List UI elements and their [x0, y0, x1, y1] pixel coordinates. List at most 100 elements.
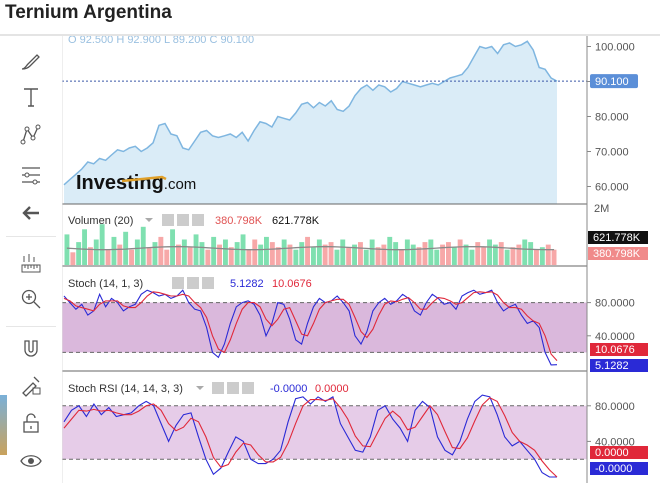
- volume-bar: [440, 244, 445, 265]
- volume-down-value: 380.798K: [215, 215, 263, 227]
- back-arrow-icon[interactable]: [14, 198, 48, 228]
- volume-up-value: 621.778K: [272, 215, 320, 227]
- toolbar-divider: [6, 236, 56, 237]
- side-strip: [0, 395, 7, 455]
- volume-bar: [346, 247, 352, 265]
- volume-bar: [152, 242, 158, 265]
- stoch-k-line: [63, 289, 558, 366]
- volume-bar: [252, 239, 258, 265]
- close-icon[interactable]: [242, 382, 254, 394]
- volume-bar: [164, 249, 170, 265]
- volume-bar: [510, 247, 516, 265]
- magnet-icon[interactable]: [14, 334, 48, 364]
- volume-bar: [99, 224, 105, 265]
- volume-bar: [193, 234, 199, 265]
- volume-bar: [146, 247, 152, 265]
- osc-tick-label: 80.0000: [595, 298, 635, 310]
- volume-bar: [358, 242, 363, 265]
- zoom-in-icon[interactable]: [14, 284, 48, 314]
- volume-bar: [545, 244, 551, 265]
- gear-icon[interactable]: [227, 382, 239, 394]
- ruler-icon[interactable]: [14, 248, 48, 278]
- volume-bar: [287, 244, 293, 265]
- volume-bar: [381, 244, 387, 265]
- eye-icon[interactable]: [172, 277, 184, 289]
- stoch-rsi-band: [62, 405, 587, 460]
- volume-bar: [275, 247, 281, 265]
- volume-bar: [123, 231, 129, 265]
- price-area-fill: [64, 41, 557, 204]
- stoch-rsi-k-tag-label: -0.0000: [595, 463, 632, 475]
- pattern-icon[interactable]: [14, 120, 48, 150]
- brush-icon[interactable]: [14, 46, 48, 76]
- volume-bar: [422, 242, 428, 265]
- volume-bar: [281, 239, 287, 265]
- volume-bar: [158, 236, 164, 265]
- volume-bar: [140, 226, 146, 266]
- stoch-rsi-d-value: 0.0000: [315, 383, 349, 395]
- volume-bar: [487, 239, 492, 265]
- volume-bar: [316, 239, 322, 265]
- watermark-suffix: .com: [164, 176, 197, 193]
- volume-bar: [328, 242, 334, 265]
- gear-icon[interactable]: [187, 277, 199, 289]
- volume-bar: [299, 242, 305, 265]
- close-icon[interactable]: [192, 214, 204, 226]
- volume-bar: [434, 249, 440, 265]
- volume-bar: [264, 236, 269, 265]
- page-title: Ternium Argentina: [5, 2, 172, 23]
- text-icon[interactable]: [14, 82, 48, 112]
- measure-icon[interactable]: [14, 160, 48, 190]
- volume-bar: [481, 247, 487, 265]
- volume-bar: [363, 249, 369, 265]
- chevron-down-icon[interactable]: [196, 386, 204, 390]
- volume-bar: [498, 242, 504, 265]
- stoch-d-value: 10.0676: [272, 278, 312, 290]
- volume-bar: [311, 247, 316, 265]
- unlock-icon[interactable]: [14, 408, 48, 438]
- volume-sma-line: [66, 246, 555, 251]
- volume-up-tag-label: 621.778K: [593, 232, 641, 244]
- drawing-toolbar: [0, 36, 62, 483]
- volume-bar: [205, 249, 211, 265]
- volume-controls: [162, 214, 204, 226]
- last-price-tag: [590, 74, 638, 89]
- volume-bar: [446, 242, 451, 265]
- eye-icon[interactable]: [162, 214, 174, 226]
- volume-bar: [539, 247, 545, 265]
- osc-tick-label: 80.0000: [595, 401, 635, 413]
- eye-icon[interactable]: [14, 446, 48, 476]
- chevron-down-icon[interactable]: [145, 218, 153, 222]
- volume-bar: [234, 242, 240, 265]
- lock-drawing-icon[interactable]: [14, 370, 48, 400]
- stoch-rsi-d-tag: [590, 446, 648, 459]
- close-icon[interactable]: [202, 277, 214, 289]
- stoch-d-tag-label: 10.0676: [595, 344, 635, 356]
- volume-bar: [451, 247, 457, 265]
- volume-axis-tick: 2M: [594, 203, 609, 215]
- volume-bar: [416, 247, 422, 265]
- stoch-title: Stoch (14, 1, 3): [68, 278, 143, 290]
- volume-bar: [223, 239, 228, 265]
- volume-bar: [293, 249, 299, 265]
- volume-bar: [428, 239, 434, 265]
- volume-bar: [181, 239, 187, 265]
- osc-tick-label: 40.0000: [595, 436, 635, 448]
- volume-bar: [82, 229, 87, 265]
- gear-icon[interactable]: [177, 214, 189, 226]
- volume-down-tag: [588, 247, 648, 260]
- volume-bar: [352, 244, 357, 265]
- volume-bar: [334, 249, 340, 265]
- volume-bar: [217, 244, 222, 265]
- eye-icon[interactable]: [212, 382, 224, 394]
- stoch-rsi-k-line: [63, 394, 557, 478]
- volume-bar: [187, 247, 193, 265]
- price-tick-label: 60.000: [595, 182, 629, 194]
- volume-bar: [399, 249, 404, 265]
- volume-bar: [111, 236, 117, 265]
- volume-bar: [457, 239, 463, 265]
- volume-down-tag-label: 380.798K: [593, 248, 641, 260]
- stoch-k-tag-label: 5.1282: [595, 360, 629, 372]
